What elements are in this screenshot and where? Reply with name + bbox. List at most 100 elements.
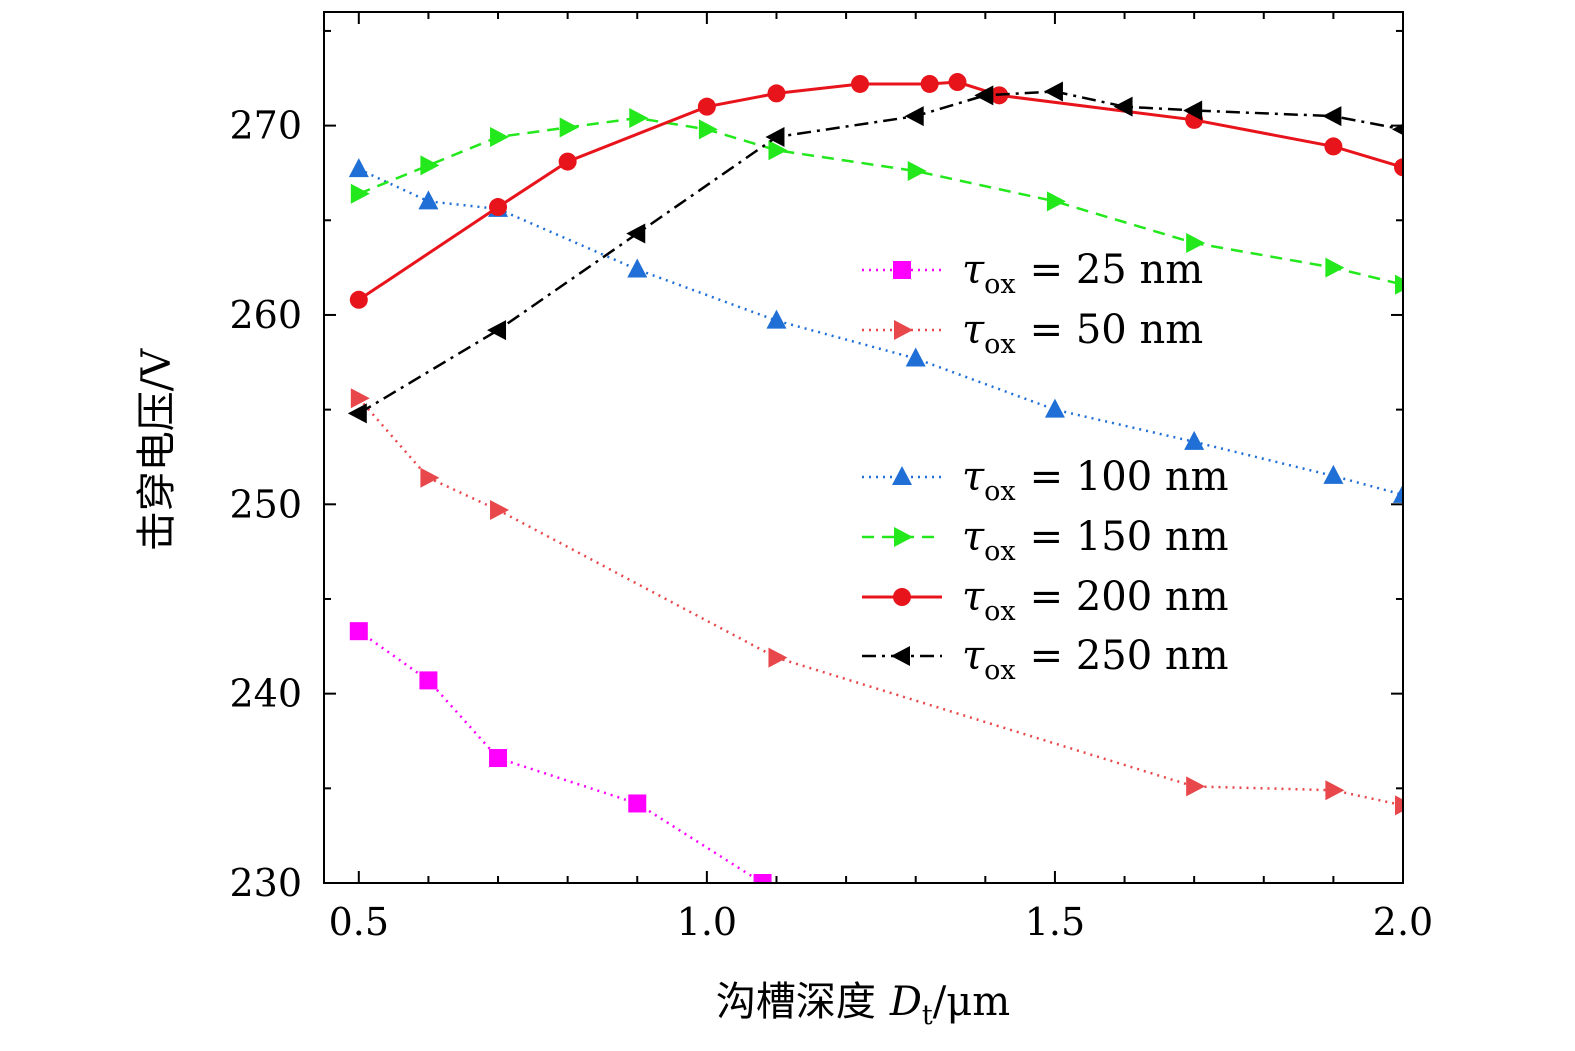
data-point — [768, 140, 788, 161]
data-point — [1324, 137, 1343, 156]
series-3 — [350, 108, 1403, 295]
data-point — [419, 671, 438, 690]
data-point — [905, 347, 926, 367]
data-point — [1186, 233, 1206, 254]
data-point — [489, 749, 508, 768]
data-point — [753, 874, 772, 883]
data-point — [904, 106, 924, 127]
data-point — [907, 161, 927, 182]
x-tick-label: 2.0 — [1373, 900, 1433, 944]
y-tick-label: 250 — [229, 482, 302, 526]
legend-marker — [893, 261, 911, 279]
data-point — [1046, 191, 1066, 212]
series-line — [358, 630, 764, 883]
series-5 — [347, 81, 1403, 424]
legend-marker — [891, 646, 910, 666]
x-tick-label: 1.0 — [677, 900, 737, 944]
legend-marker — [894, 527, 913, 547]
data-point — [1043, 81, 1063, 102]
data-point — [1393, 483, 1403, 503]
series-2 — [348, 158, 1403, 503]
legend: τox = 25 nm τox = 50 nm τox = 100 nm τox = 150 … — [862, 247, 1229, 686]
series-line — [358, 116, 1403, 286]
series-line — [358, 168, 1403, 497]
y-tick-label: 230 — [229, 861, 302, 905]
data-point — [490, 499, 510, 520]
data-point — [1325, 780, 1345, 801]
data-point — [948, 73, 967, 92]
x-tick-label: 1.5 — [1025, 900, 1085, 944]
data-point — [628, 794, 647, 813]
legend-marker — [893, 588, 911, 606]
x-tick-label: 0.5 — [329, 900, 389, 944]
legend-entry: τox = 250 nm — [862, 633, 1229, 686]
y-tick-label: 270 — [229, 104, 302, 148]
series-line — [357, 397, 1403, 807]
y-tick-label: 260 — [229, 293, 302, 337]
data-point — [347, 403, 367, 424]
legend-entry: τox = 50 nm — [862, 307, 1203, 360]
legend-entry: τox = 25 nm — [862, 247, 1203, 300]
legend-label: τox = 25 nm — [962, 247, 1203, 300]
legend-marker — [892, 466, 912, 485]
data-point — [698, 119, 718, 140]
legend-entry: τox = 200 nm — [862, 574, 1229, 627]
data-point — [559, 117, 579, 138]
data-point — [1323, 464, 1344, 484]
data-point — [1394, 158, 1403, 177]
data-point — [350, 388, 370, 409]
data-point — [418, 190, 439, 210]
data-point — [1395, 795, 1403, 816]
data-point — [766, 309, 787, 329]
data-point — [697, 97, 716, 116]
data-point — [1183, 100, 1203, 121]
data-point — [765, 126, 785, 147]
data-point — [767, 84, 786, 103]
data-point — [626, 223, 646, 244]
data-point — [1044, 398, 1065, 418]
legend-entry: τox = 100 nm — [862, 454, 1229, 507]
data-point — [420, 155, 440, 176]
data-point — [1395, 274, 1403, 295]
data-point — [1392, 123, 1403, 136]
data-point — [974, 85, 994, 106]
data-point — [348, 158, 369, 178]
series-1 — [350, 388, 1403, 816]
legend-label: τox = 100 nm — [962, 454, 1229, 507]
y-axis-label: 击穿电压/V — [134, 348, 180, 551]
series-layer — [347, 73, 1403, 883]
legend-marker — [894, 320, 913, 340]
data-point — [920, 74, 939, 93]
data-point — [349, 290, 368, 309]
legend-label: τox = 250 nm — [962, 633, 1229, 686]
data-point — [349, 622, 368, 641]
data-point — [1325, 257, 1345, 278]
legend-label: τox = 200 nm — [962, 574, 1229, 627]
series-0 — [349, 622, 772, 883]
data-point — [768, 647, 788, 668]
series-line — [358, 90, 1403, 415]
legend-label: τox = 50 nm — [962, 307, 1203, 360]
data-point — [851, 74, 870, 93]
data-point — [1184, 430, 1205, 450]
data-point — [629, 108, 649, 129]
data-point — [487, 320, 507, 341]
data-point — [627, 258, 648, 278]
data-point — [489, 198, 508, 217]
data-point — [1113, 96, 1133, 117]
legend-entry: τox = 150 nm — [862, 514, 1229, 567]
plot-frame — [323, 11, 1404, 884]
axis-ticks: 0.5 1.0 1.5 2.0 230 240 250 260 270 — [229, 12, 1433, 944]
series-4 — [349, 73, 1403, 309]
data-point — [420, 467, 440, 488]
x-axis-label: 沟槽深度 Dt/μm — [716, 979, 1010, 1031]
legend-label: τox = 150 nm — [962, 514, 1229, 567]
series-line — [357, 80, 1403, 302]
data-point — [1322, 106, 1342, 127]
data-point — [558, 152, 577, 171]
y-tick-label: 240 — [229, 672, 302, 716]
data-point — [1186, 776, 1206, 797]
data-point — [490, 126, 510, 147]
data-point — [350, 183, 370, 204]
